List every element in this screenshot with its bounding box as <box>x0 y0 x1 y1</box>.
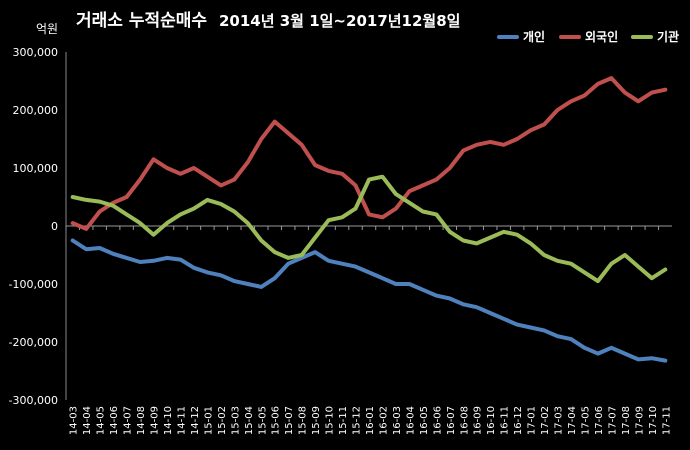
x-tick-label: 16-12 <box>513 406 524 435</box>
x-tick-label: 14-05 <box>96 406 107 435</box>
series-lines <box>70 76 668 363</box>
x-tick-label: 17-06 <box>594 406 605 435</box>
x-tick-label: 17-01 <box>527 406 538 435</box>
x-tick-label: 17-09 <box>634 406 645 435</box>
x-tick-label: 14-10 <box>163 406 174 435</box>
x-tick-label: 14-11 <box>176 406 187 435</box>
y-axis: 300,000 200,000 100,000 0 -100,000 -200,000 -3… <box>9 46 67 407</box>
series-line-0 <box>70 238 668 363</box>
x-tick-label: 17-10 <box>648 406 659 435</box>
x-tick-label: 17-07 <box>607 406 618 435</box>
x-tick-label: 15-07 <box>284 406 295 435</box>
x-tick-label: 14-03 <box>69 406 80 435</box>
x-tick-label: 16-08 <box>459 406 470 435</box>
x-tick-label: 14-04 <box>82 406 93 435</box>
x-tick-label: 16-02 <box>378 406 389 435</box>
x-tick-label: 17-03 <box>554 406 565 435</box>
y-tick-label: 0 <box>51 220 58 233</box>
y-tick-label: 100,000 <box>13 162 59 175</box>
x-tick-label: 14-09 <box>150 406 161 435</box>
legend-label-foreign: 외국인 <box>585 30 619 44</box>
series-line-1 <box>70 76 668 231</box>
y-axis-unit-label: 억원 <box>36 22 59 36</box>
x-tick-label: 17-04 <box>567 406 578 435</box>
x-tick-label: 14-12 <box>190 406 201 435</box>
y-tick-label: -100,000 <box>9 278 58 291</box>
legend-item-foreign: 외국인 <box>559 28 618 45</box>
x-tick-label: 16-05 <box>419 406 430 435</box>
x-tick-label: 16-07 <box>446 406 457 435</box>
x-tick-label: 15-11 <box>338 406 349 435</box>
x-tick-label: 15-06 <box>271 406 282 435</box>
x-axis: 14-03 14-04 14-05 14-06 14-07 14-08 14-09 14-10… <box>65 225 672 435</box>
x-tick-label: 16-06 <box>432 406 443 435</box>
x-tick-label: 17-02 <box>540 406 551 435</box>
chart-title: 거래소 누적순매수 <box>76 11 208 31</box>
x-tick-label: 15-04 <box>244 406 255 435</box>
x-tick-label: 14-06 <box>109 406 120 435</box>
x-tick-label: 15-10 <box>325 406 336 435</box>
x-tick-label: 17-11 <box>661 406 672 435</box>
x-tick-label: 14-08 <box>136 406 147 435</box>
x-tick-label: 15-08 <box>298 406 309 435</box>
y-tick-label: -200,000 <box>9 336 58 349</box>
legend-swatch-foreign <box>559 34 581 39</box>
x-tick-label: 14-07 <box>123 406 134 435</box>
legend-label-individual: 개인 <box>523 30 546 44</box>
x-tick-label: 15-12 <box>352 406 363 435</box>
x-tick-label: 16-03 <box>392 406 403 435</box>
x-tick-label: 16-04 <box>405 406 416 435</box>
x-tick-label: 16-11 <box>500 406 511 435</box>
x-tick-label: 15-01 <box>203 406 214 435</box>
x-tick-label: 16-01 <box>365 406 376 435</box>
legend-label-institution: 기관 <box>657 30 680 44</box>
series-line-2 <box>70 174 668 284</box>
x-tick-label: 15-09 <box>311 406 322 435</box>
chart-subtitle: 2014년 3월 1일~2017년12월8일 <box>218 12 461 30</box>
chart-title-block: 거래소 누적순매수 2014년 3월 1일~2017년12월8일 <box>76 6 460 31</box>
x-tick-label: 16-10 <box>486 406 497 435</box>
x-tick-label: 15-03 <box>230 406 241 435</box>
legend-item-institution: 기관 <box>631 28 679 45</box>
x-tick-label: 17-05 <box>580 406 591 435</box>
y-tick-label: 200,000 <box>13 104 59 117</box>
legend-swatch-institution <box>631 34 653 39</box>
legend-swatch-individual <box>497 34 519 39</box>
y-tick-label: 300,000 <box>13 46 59 59</box>
y-tick-label: -300,000 <box>9 394 58 407</box>
x-tick-label: 16-09 <box>473 406 484 435</box>
x-tick-label: 17-08 <box>621 406 632 435</box>
x-tick-label: 15-02 <box>217 406 228 435</box>
legend-item-individual: 개인 <box>497 28 545 45</box>
x-tick-label: 15-05 <box>257 406 268 435</box>
